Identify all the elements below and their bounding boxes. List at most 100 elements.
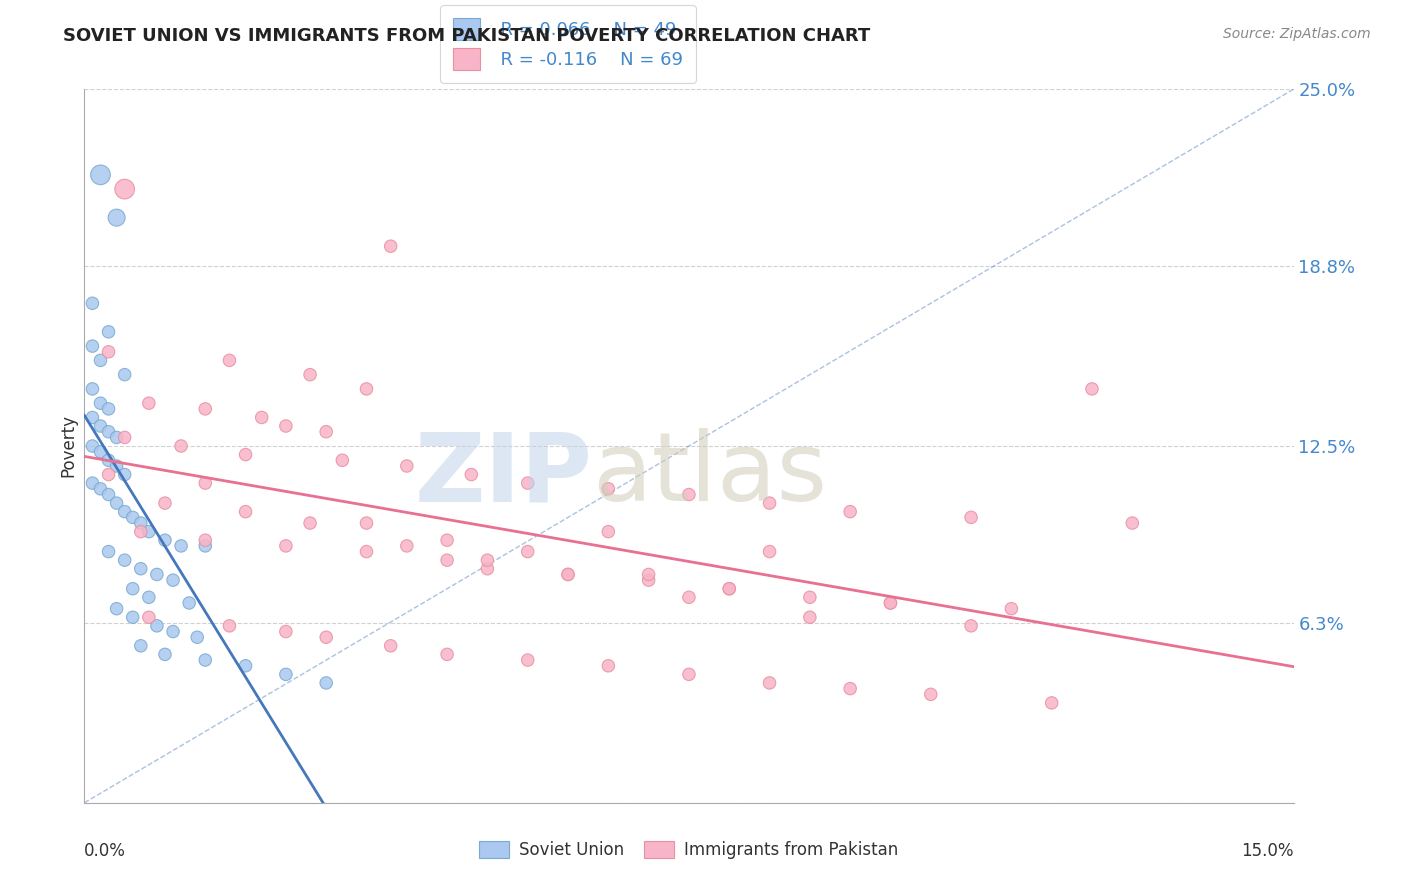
Text: Source: ZipAtlas.com: Source: ZipAtlas.com <box>1223 27 1371 41</box>
Point <box>516 544 538 558</box>
Point <box>235 505 257 519</box>
Point <box>82 410 104 425</box>
Point <box>380 639 402 653</box>
Point <box>557 567 579 582</box>
Point <box>170 439 193 453</box>
Point <box>235 448 257 462</box>
Point <box>105 496 128 510</box>
Point <box>315 425 337 439</box>
Point <box>678 591 700 605</box>
Point <box>758 676 780 690</box>
Point <box>121 510 143 524</box>
Point <box>162 624 184 639</box>
Point <box>598 524 620 539</box>
Point <box>1040 696 1063 710</box>
Point <box>274 624 297 639</box>
Point <box>114 430 136 444</box>
Point <box>97 401 120 416</box>
Point <box>960 619 983 633</box>
Point <box>395 539 418 553</box>
Point <box>330 453 353 467</box>
Point <box>839 681 862 696</box>
Point <box>436 553 458 567</box>
Point <box>356 544 378 558</box>
Point <box>879 596 901 610</box>
Point <box>235 658 257 673</box>
Point <box>121 610 143 624</box>
Text: 15.0%: 15.0% <box>1241 842 1294 860</box>
Point <box>146 567 169 582</box>
Point <box>1121 516 1143 530</box>
Point <box>153 496 176 510</box>
Point <box>114 182 136 196</box>
Point <box>356 382 378 396</box>
Point <box>557 567 579 582</box>
Point <box>129 562 152 576</box>
Point <box>97 425 120 439</box>
Point <box>879 596 901 610</box>
Point <box>153 648 176 662</box>
Point <box>82 339 104 353</box>
Point <box>97 344 120 359</box>
Point <box>105 458 128 473</box>
Point <box>114 553 136 567</box>
Point <box>799 610 821 624</box>
Point <box>97 487 120 501</box>
Point <box>105 430 128 444</box>
Point <box>718 582 741 596</box>
Point <box>218 619 240 633</box>
Point <box>89 444 111 458</box>
Point <box>1081 382 1104 396</box>
Point <box>89 396 111 410</box>
Point <box>114 467 136 482</box>
Point <box>153 533 176 548</box>
Point <box>194 401 217 416</box>
Point <box>516 653 538 667</box>
Point <box>97 467 120 482</box>
Text: ZIP: ZIP <box>415 428 592 521</box>
Legend: Soviet Union, Immigrants from Pakistan: Soviet Union, Immigrants from Pakistan <box>472 834 905 866</box>
Point <box>299 516 322 530</box>
Point <box>114 505 136 519</box>
Point <box>105 211 128 225</box>
Point <box>82 296 104 310</box>
Point <box>138 524 160 539</box>
Point <box>138 396 160 410</box>
Point <box>162 573 184 587</box>
Point <box>194 476 217 491</box>
Point <box>129 516 152 530</box>
Point <box>799 591 821 605</box>
Point <box>380 239 402 253</box>
Point <box>97 325 120 339</box>
Text: 0.0%: 0.0% <box>84 842 127 860</box>
Point <box>105 601 128 615</box>
Point <box>758 544 780 558</box>
Point <box>758 496 780 510</box>
Point <box>146 619 169 633</box>
Point <box>129 639 152 653</box>
Point <box>194 533 217 548</box>
Point <box>82 382 104 396</box>
Point <box>436 533 458 548</box>
Point <box>114 368 136 382</box>
Point <box>678 487 700 501</box>
Point <box>477 562 499 576</box>
Text: SOVIET UNION VS IMMIGRANTS FROM PAKISTAN POVERTY CORRELATION CHART: SOVIET UNION VS IMMIGRANTS FROM PAKISTAN… <box>63 27 870 45</box>
Point <box>89 482 111 496</box>
Point <box>89 353 111 368</box>
Point <box>274 539 297 553</box>
Point <box>129 524 152 539</box>
Point <box>516 476 538 491</box>
Point <box>315 630 337 644</box>
Point <box>250 410 273 425</box>
Point <box>356 516 378 530</box>
Point <box>477 553 499 567</box>
Y-axis label: Poverty: Poverty <box>59 415 77 477</box>
Point <box>138 610 160 624</box>
Point <box>97 544 120 558</box>
Point <box>598 482 620 496</box>
Point <box>82 476 104 491</box>
Point <box>678 667 700 681</box>
Point <box>920 687 942 701</box>
Point <box>436 648 458 662</box>
